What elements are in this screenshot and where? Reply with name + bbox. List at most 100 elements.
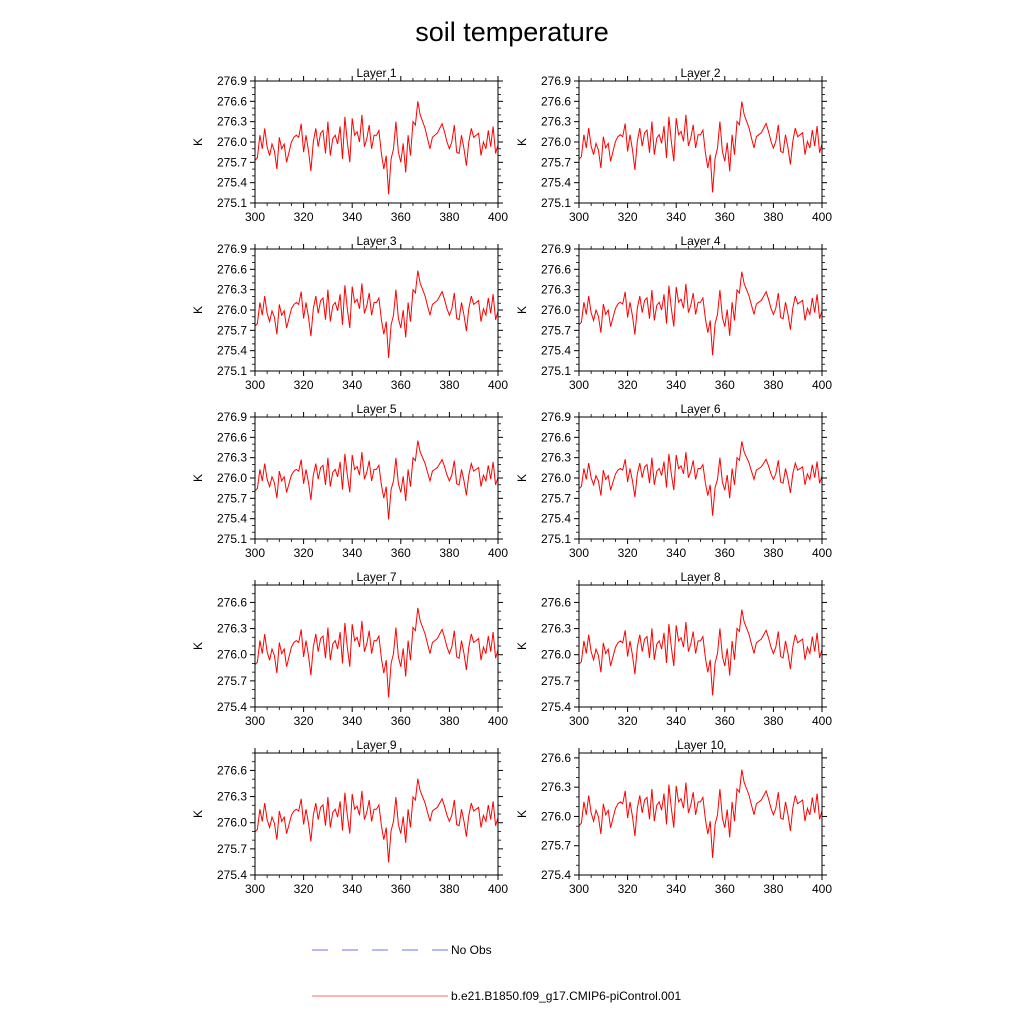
panel-layer-4: Layer 4 K 300 320 340 360 380 400 275.1 275.4 275.… <box>515 234 832 392</box>
y-tick-label: 275.4 <box>541 700 571 714</box>
x-tick-label: 380 <box>439 378 459 392</box>
y-tick-label: 276.6 <box>541 262 571 276</box>
x-tick-label: 400 <box>812 882 832 896</box>
series-line-piControl <box>578 271 823 356</box>
y-tick-label: 275.1 <box>217 364 247 378</box>
x-tick-label: 380 <box>439 546 459 560</box>
x-tick-label: 300 <box>245 210 265 224</box>
y-tick-label: 276.9 <box>541 74 571 88</box>
y-tick-label: 276.6 <box>541 430 571 444</box>
panel-layer-8: Layer 8 K 300 320 340 360 380 400 275.4 275.7 276.… <box>515 570 832 728</box>
x-tick-label: 320 <box>618 210 638 224</box>
plot-frame <box>254 80 499 204</box>
y-axis-label: K <box>191 306 205 314</box>
x-tick-label: 360 <box>715 546 735 560</box>
x-tick-label: 300 <box>569 546 589 560</box>
plot-frame <box>254 248 499 372</box>
x-tick-label: 340 <box>342 882 362 896</box>
y-axis-label: K <box>191 642 205 650</box>
y-tick-label: 276.3 <box>217 790 247 804</box>
y-tick-label: 276.0 <box>217 471 247 485</box>
x-tick-label: 380 <box>763 714 783 728</box>
x-tick-label: 320 <box>294 378 314 392</box>
x-tick-label: 360 <box>391 882 411 896</box>
y-tick-label: 276.9 <box>541 242 571 256</box>
series-line-piControl <box>254 101 499 195</box>
x-tick-label: 360 <box>391 546 411 560</box>
x-tick-label: 380 <box>439 882 459 896</box>
x-tick-label: 360 <box>715 210 735 224</box>
x-tick-label: 360 <box>715 714 735 728</box>
y-tick-label: 275.7 <box>217 491 247 505</box>
panel-title: Layer 1 <box>356 66 396 80</box>
y-tick-label: 276.0 <box>541 471 571 485</box>
x-tick-label: 400 <box>488 546 508 560</box>
figure-title: soil temperature <box>415 17 609 47</box>
x-tick-label: 300 <box>569 210 589 224</box>
panel-title: Layer 7 <box>356 570 396 584</box>
y-axis-label: K <box>515 138 529 146</box>
x-tick-label: 340 <box>666 546 686 560</box>
x-tick-label: 400 <box>812 378 832 392</box>
x-tick-label: 320 <box>618 378 638 392</box>
plot-frame <box>578 584 823 708</box>
y-tick-label: 276.6 <box>541 94 571 108</box>
y-axis-label: K <box>515 474 529 482</box>
y-tick-label: 276.0 <box>217 648 247 662</box>
y-tick-label: 276.3 <box>541 115 571 129</box>
x-tick-label: 300 <box>245 378 265 392</box>
x-tick-label: 380 <box>763 882 783 896</box>
y-tick-label: 275.7 <box>217 674 247 688</box>
series-line-piControl <box>254 440 499 520</box>
plot-frame <box>254 584 499 708</box>
y-tick-label: 276.3 <box>541 622 571 636</box>
y-tick-label: 275.1 <box>541 364 571 378</box>
y-tick-label: 276.9 <box>541 410 571 424</box>
x-tick-label: 360 <box>391 210 411 224</box>
series-line-piControl <box>578 769 823 858</box>
y-tick-label: 275.4 <box>217 344 247 358</box>
x-tick-label: 400 <box>812 714 832 728</box>
x-tick-label: 400 <box>488 714 508 728</box>
x-tick-label: 400 <box>488 882 508 896</box>
y-tick-label: 276.0 <box>541 135 571 149</box>
y-tick-label: 276.3 <box>217 283 247 297</box>
y-tick-label: 276.0 <box>217 816 247 830</box>
x-tick-label: 380 <box>763 546 783 560</box>
y-tick-label: 275.4 <box>541 868 571 882</box>
x-tick-label: 300 <box>569 714 589 728</box>
x-tick-label: 340 <box>342 210 362 224</box>
y-tick-label: 275.7 <box>541 491 571 505</box>
x-tick-label: 320 <box>618 546 638 560</box>
y-tick-label: 276.0 <box>541 303 571 317</box>
x-tick-label: 360 <box>391 378 411 392</box>
x-tick-label: 400 <box>812 210 832 224</box>
y-tick-label: 276.3 <box>217 622 247 636</box>
y-tick-label: 276.0 <box>541 648 571 662</box>
x-tick-label: 340 <box>666 210 686 224</box>
x-tick-label: 380 <box>439 714 459 728</box>
y-tick-label: 275.4 <box>217 512 247 526</box>
y-tick-label: 275.7 <box>541 323 571 337</box>
y-tick-label: 276.3 <box>217 451 247 465</box>
y-axis-label: K <box>191 138 205 146</box>
y-tick-label: 276.6 <box>217 430 247 444</box>
x-tick-label: 400 <box>488 210 508 224</box>
y-tick-label: 276.9 <box>217 74 247 88</box>
y-tick-label: 276.3 <box>217 115 247 129</box>
panel-layer-9: Layer 9 K 300 320 340 360 380 400 275.4 275.7 276.… <box>191 738 508 896</box>
y-tick-label: 275.7 <box>217 842 247 856</box>
plot-frame <box>254 752 499 876</box>
panel-layer-6: Layer 6 K 300 320 340 360 380 400 275.1 275.4 275.… <box>515 402 832 560</box>
panel-layer-7: Layer 7 K 300 320 340 360 380 400 275.4 275.7 276.… <box>191 570 508 728</box>
y-axis-label: K <box>515 810 529 818</box>
y-tick-label: 276.9 <box>217 242 247 256</box>
y-tick-label: 275.1 <box>541 196 571 210</box>
y-tick-label: 276.0 <box>217 303 247 317</box>
series-line-piControl <box>254 778 499 863</box>
x-tick-label: 300 <box>245 714 265 728</box>
y-axis-label: K <box>515 306 529 314</box>
panel-title: Layer 3 <box>356 234 396 248</box>
y-tick-label: 276.0 <box>541 809 571 823</box>
series-line-piControl <box>578 609 823 696</box>
